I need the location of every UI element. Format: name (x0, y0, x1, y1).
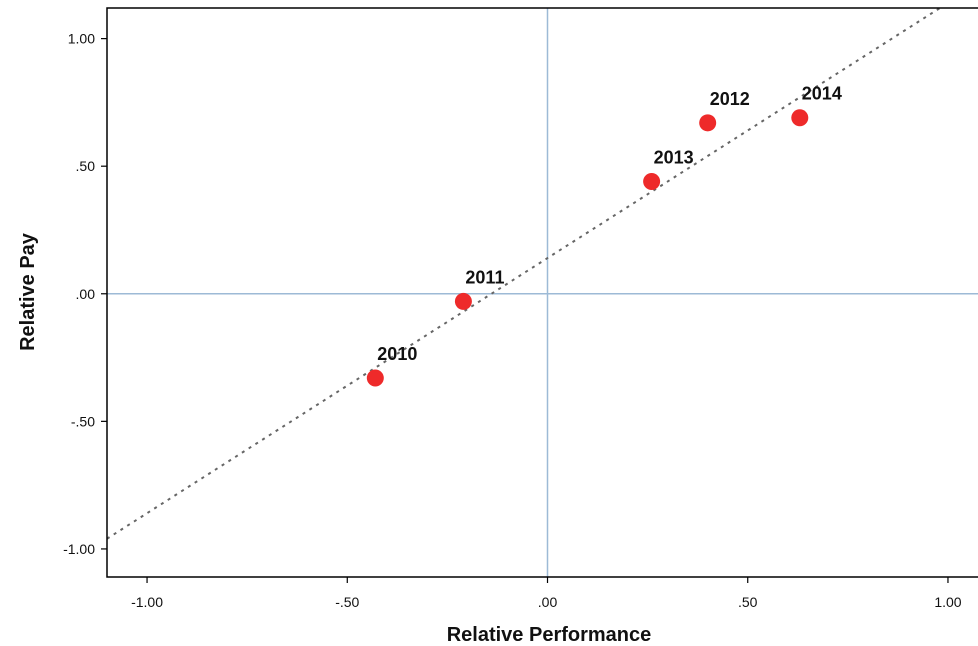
point-label-2012: 2012 (710, 89, 750, 109)
x-axis-title: Relative Performance (447, 624, 652, 646)
x-axis-ticks: -1.00 -.50 .00 .50 1.00 (131, 577, 962, 610)
point-label-2010: 2010 (377, 344, 417, 364)
y-tick-label: -.50 (71, 413, 95, 429)
x-tick-label: 1.00 (934, 594, 961, 610)
y-tick-label: .00 (76, 286, 96, 302)
data-points (366, 109, 809, 387)
point-label-2011: 2011 (465, 267, 504, 287)
point-labels: 2010 2011 2012 2013 2014 (377, 84, 842, 364)
x-tick-label: -1.00 (131, 594, 163, 610)
data-point-2011 (454, 292, 472, 310)
data-point-2010 (366, 369, 384, 387)
x-tick-label: .50 (738, 594, 758, 610)
y-tick-label: 1.00 (68, 31, 95, 47)
plot-frame (106, 7, 978, 578)
x-tick-label: .00 (538, 594, 558, 610)
y-tick-label: .50 (76, 158, 96, 174)
point-label-2014: 2014 (802, 84, 842, 104)
plot-border (106, 7, 978, 578)
point-label-2013: 2013 (654, 148, 694, 168)
data-point-2013 (643, 173, 661, 191)
y-tick-label: -1.00 (63, 541, 95, 557)
y-axis-title: Relative Pay (17, 232, 39, 351)
data-point-2014 (791, 109, 809, 127)
y-axis-ticks: 1.00 .50 .00 -.50 -1.00 (63, 31, 107, 557)
x-tick-label: -.50 (335, 594, 359, 610)
data-point-2012 (699, 114, 717, 132)
